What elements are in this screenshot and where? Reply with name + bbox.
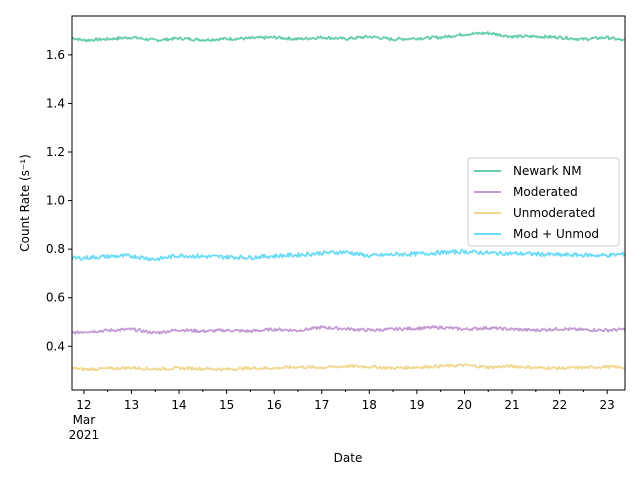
y-tick-label: 0.4 [46,339,65,353]
y-tick-label: 1.0 [46,194,65,208]
x-tick-label: 15 [219,398,234,412]
x-tick-label: 19 [409,398,424,412]
x-tick-label: 18 [362,398,377,412]
y-tick-label: 1.2 [46,145,65,159]
x-tick-label: 20 [457,398,472,412]
y-axis-label: Count Rate (s⁻¹) [18,154,32,252]
legend: Newark NM Moderated Unmoderated Mod + Unmod [467,157,620,247]
x-tick-label: 21 [504,398,519,412]
legend-label: Moderated [513,185,578,199]
series-line [71,248,626,262]
x-tick-sublabel: 2021 [69,428,100,442]
x-tick-label: 14 [171,398,186,412]
x-tick-label: 22 [552,398,567,412]
legend-label: Mod + Unmod [513,227,599,241]
series-line [72,31,625,43]
y-tick-label: 1.6 [46,48,65,62]
legend-box [467,157,620,247]
x-tick-label: 12 [76,398,91,412]
legend-label: Newark NM [513,164,582,178]
y-tick-label: 0.6 [46,291,65,305]
series-line [71,363,626,372]
x-tick-sublabel: Mar [73,413,96,427]
x-tick-label: 17 [314,398,329,412]
x-tick-label: 23 [600,398,615,412]
y-tick-label: 0.8 [46,242,65,256]
x-tick-label: 16 [267,398,282,412]
y-axis: 0.4 0.6 0.8 1.0 1.2 1.4 1.6 [46,48,72,353]
series-line [71,325,626,335]
legend-label: Unmoderated [513,206,595,220]
plot-frame [71,15,626,391]
x-tick-label: 13 [124,398,139,412]
x-axis-label: Date [334,451,363,465]
series-layer [71,31,626,372]
y-tick-label: 1.4 [46,96,65,110]
